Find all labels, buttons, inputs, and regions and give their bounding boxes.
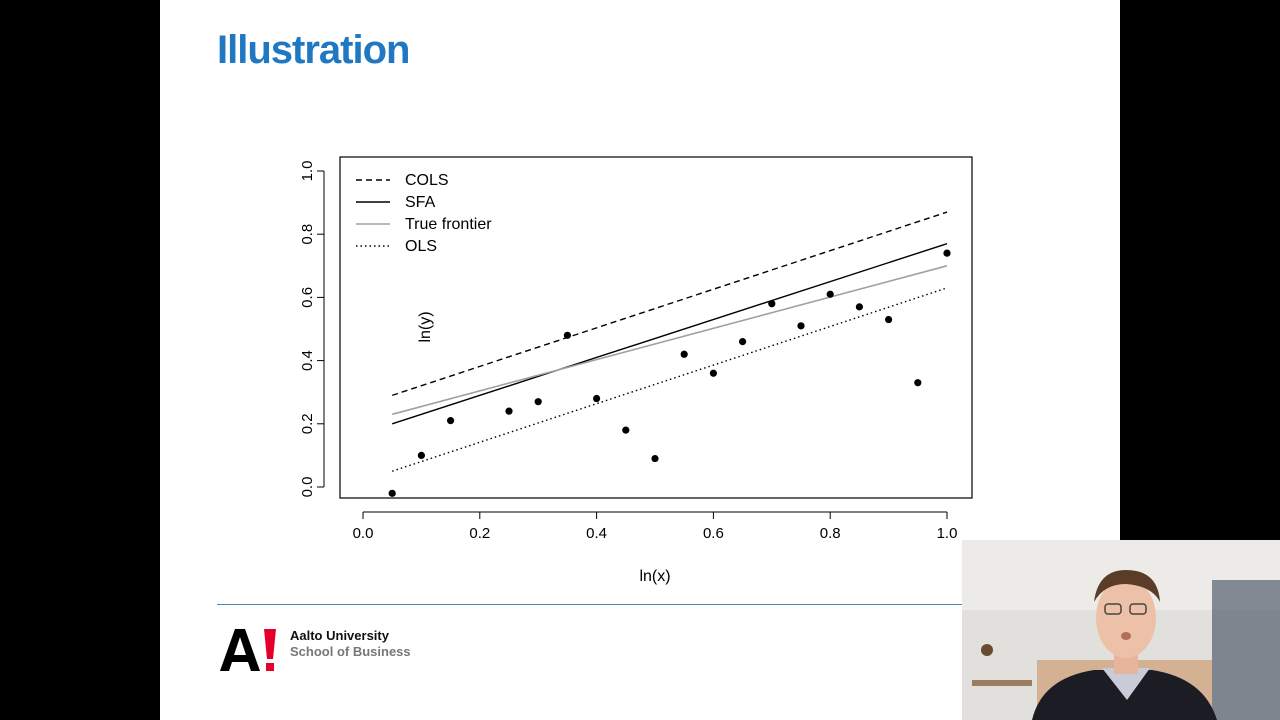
data-point [593, 394, 601, 403]
y-axis-label: ln(y) [417, 311, 434, 342]
data-point [739, 338, 747, 346]
legend-label-ols: OLS [405, 238, 437, 255]
plot-frame [339, 156, 973, 499]
org-name: Aalto University [290, 628, 389, 643]
presenter-video-icon [962, 540, 1280, 720]
x-tick-label: 0.6 [703, 525, 724, 542]
legend-label-sfa: SFA [405, 194, 436, 211]
chart: 0.0 0.2 0.4 0.6 0.8 1.0 0.0 0.2 0.4 0.6 0.8 1.0 CO… [299, 156, 973, 585]
data-point [651, 454, 659, 463]
x-tick-label: 0.0 [353, 525, 374, 542]
slide-title: Illustration [217, 28, 410, 72]
x-axis: 0.0 0.2 0.4 0.6 0.8 1.0 [353, 511, 958, 542]
data-point [417, 451, 425, 459]
data-point [826, 290, 834, 298]
data-point [709, 369, 718, 377]
slide: Illustration 0.0 0.2 0.4 0.6 0.8 1.0 0.0 0.2 0.… [160, 0, 1120, 720]
data-point [622, 426, 630, 434]
data-point [797, 322, 805, 330]
presenter-webcam [962, 540, 1280, 720]
series-line-ols [391, 287, 948, 472]
logo-exclamation-dot [266, 663, 274, 671]
legend-label-cols: COLS [405, 172, 449, 189]
aalto-logo [220, 629, 276, 671]
y-tick-label: 1.0 [299, 161, 316, 182]
x-tick-label: 1.0 [937, 525, 958, 542]
y-tick-label: 0.2 [299, 413, 316, 434]
footer-divider [217, 604, 1020, 605]
logo-exclamation-bar [264, 629, 276, 659]
series-line-true-frontier [391, 265, 948, 416]
series-lines [391, 211, 948, 472]
x-tick-label: 0.4 [586, 525, 607, 542]
data-points [388, 249, 951, 497]
y-axis: 0.0 0.2 0.4 0.6 0.8 1.0 [299, 161, 325, 498]
data-point [505, 407, 513, 415]
org-school: School of Business [290, 644, 411, 659]
data-point [447, 417, 455, 425]
series-line-cols [391, 211, 948, 397]
data-point [388, 489, 396, 497]
data-point [855, 303, 864, 311]
data-point [914, 379, 922, 387]
data-point [680, 350, 688, 358]
data-point [943, 249, 951, 257]
data-point [768, 300, 776, 308]
data-point [563, 331, 571, 339]
y-tick-label: 0.4 [299, 350, 316, 371]
y-tick-label: 0.8 [299, 224, 316, 245]
x-tick-label: 0.2 [469, 525, 490, 542]
data-point [534, 398, 542, 406]
y-tick-label: 0.0 [299, 477, 316, 498]
legend-label-true-frontier: True frontier [405, 216, 492, 233]
y-tick-label: 0.6 [299, 287, 316, 308]
legend: COLS SFA True frontier OLS [356, 172, 492, 255]
series-line-sfa [391, 243, 948, 425]
x-tick-label: 0.8 [820, 525, 841, 542]
x-axis-label: ln(x) [639, 568, 670, 585]
logo-letter-a [220, 629, 260, 671]
data-point [885, 315, 893, 324]
